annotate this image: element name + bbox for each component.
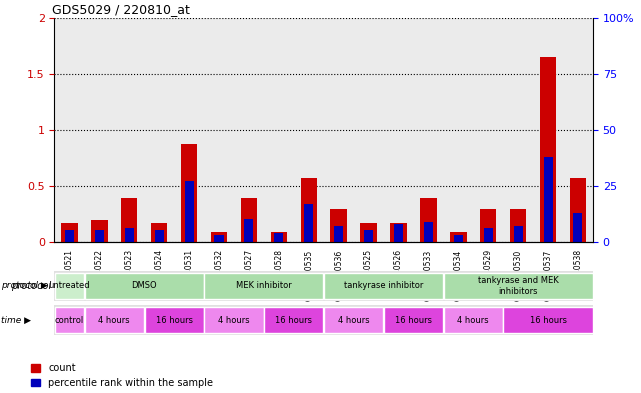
Bar bbox=[540, 57, 556, 242]
Bar bbox=[301, 178, 317, 242]
Bar bbox=[274, 233, 283, 242]
Bar bbox=[234, 18, 264, 242]
Bar bbox=[513, 226, 522, 242]
Bar bbox=[420, 198, 437, 242]
Bar bbox=[574, 213, 583, 242]
Bar bbox=[544, 156, 553, 242]
Bar bbox=[54, 307, 84, 333]
Bar bbox=[204, 18, 234, 242]
Bar bbox=[324, 273, 443, 299]
Text: tankyrase inhibitor: tankyrase inhibitor bbox=[344, 281, 423, 290]
Bar bbox=[85, 307, 144, 333]
Bar bbox=[114, 18, 144, 242]
Bar bbox=[144, 307, 204, 333]
Bar bbox=[503, 307, 593, 333]
Bar bbox=[444, 307, 503, 333]
Bar bbox=[364, 230, 373, 242]
Text: 4 hours: 4 hours bbox=[338, 316, 369, 325]
Bar bbox=[95, 230, 104, 242]
Text: 16 hours: 16 hours bbox=[395, 316, 432, 325]
Bar bbox=[510, 209, 526, 242]
Bar bbox=[154, 230, 163, 242]
Bar bbox=[204, 273, 324, 299]
Legend: count, percentile rank within the sample: count, percentile rank within the sample bbox=[31, 363, 213, 388]
Text: untreated: untreated bbox=[49, 281, 90, 290]
Bar bbox=[384, 307, 443, 333]
Text: control: control bbox=[55, 316, 84, 325]
Bar bbox=[533, 18, 563, 242]
Bar bbox=[85, 18, 114, 242]
Bar bbox=[473, 18, 503, 242]
Text: protocol ▶: protocol ▶ bbox=[1, 281, 48, 290]
Bar bbox=[480, 209, 496, 242]
Bar bbox=[62, 223, 78, 242]
Bar bbox=[503, 18, 533, 242]
Bar bbox=[125, 228, 134, 242]
Bar bbox=[54, 273, 84, 299]
Bar bbox=[181, 144, 197, 242]
Bar bbox=[360, 223, 377, 242]
Bar bbox=[271, 231, 287, 242]
Bar bbox=[444, 18, 473, 242]
Bar bbox=[174, 18, 204, 242]
Bar bbox=[570, 178, 587, 242]
Bar bbox=[413, 18, 444, 242]
Bar bbox=[121, 198, 138, 242]
Bar bbox=[324, 307, 383, 333]
Bar bbox=[241, 198, 257, 242]
Text: 16 hours: 16 hours bbox=[156, 316, 193, 325]
Text: 4 hours: 4 hours bbox=[218, 316, 250, 325]
Bar bbox=[383, 18, 413, 242]
Text: 16 hours: 16 hours bbox=[275, 316, 312, 325]
Text: MEK inhibitor: MEK inhibitor bbox=[236, 281, 292, 290]
Text: 16 hours: 16 hours bbox=[529, 316, 567, 325]
Bar bbox=[454, 235, 463, 242]
Bar bbox=[85, 273, 204, 299]
Text: DMSO: DMSO bbox=[131, 281, 157, 290]
Bar bbox=[211, 231, 228, 242]
Bar bbox=[244, 219, 253, 242]
Text: 4 hours: 4 hours bbox=[458, 316, 489, 325]
Bar bbox=[331, 209, 347, 242]
Bar bbox=[54, 18, 85, 242]
Bar bbox=[294, 18, 324, 242]
Bar bbox=[484, 228, 493, 242]
Text: tankyrase and MEK
inhibitors: tankyrase and MEK inhibitors bbox=[478, 276, 558, 296]
Bar bbox=[264, 18, 294, 242]
Bar bbox=[151, 223, 167, 242]
Text: GDS5029 / 220810_at: GDS5029 / 220810_at bbox=[52, 4, 190, 17]
Bar bbox=[65, 230, 74, 242]
Bar bbox=[215, 235, 224, 242]
Bar bbox=[185, 181, 194, 242]
Text: 4 hours: 4 hours bbox=[99, 316, 130, 325]
Bar bbox=[424, 222, 433, 242]
Bar bbox=[204, 307, 263, 333]
Bar bbox=[444, 273, 593, 299]
Bar bbox=[324, 18, 354, 242]
Bar bbox=[394, 224, 403, 242]
Bar bbox=[91, 220, 108, 242]
Bar bbox=[354, 18, 383, 242]
Text: protocol: protocol bbox=[11, 281, 51, 291]
Bar bbox=[264, 307, 324, 333]
Bar bbox=[390, 223, 406, 242]
Bar bbox=[334, 226, 343, 242]
Bar bbox=[563, 18, 593, 242]
Bar bbox=[144, 18, 174, 242]
Text: time ▶: time ▶ bbox=[1, 316, 31, 325]
Bar bbox=[450, 231, 467, 242]
Bar bbox=[304, 204, 313, 242]
